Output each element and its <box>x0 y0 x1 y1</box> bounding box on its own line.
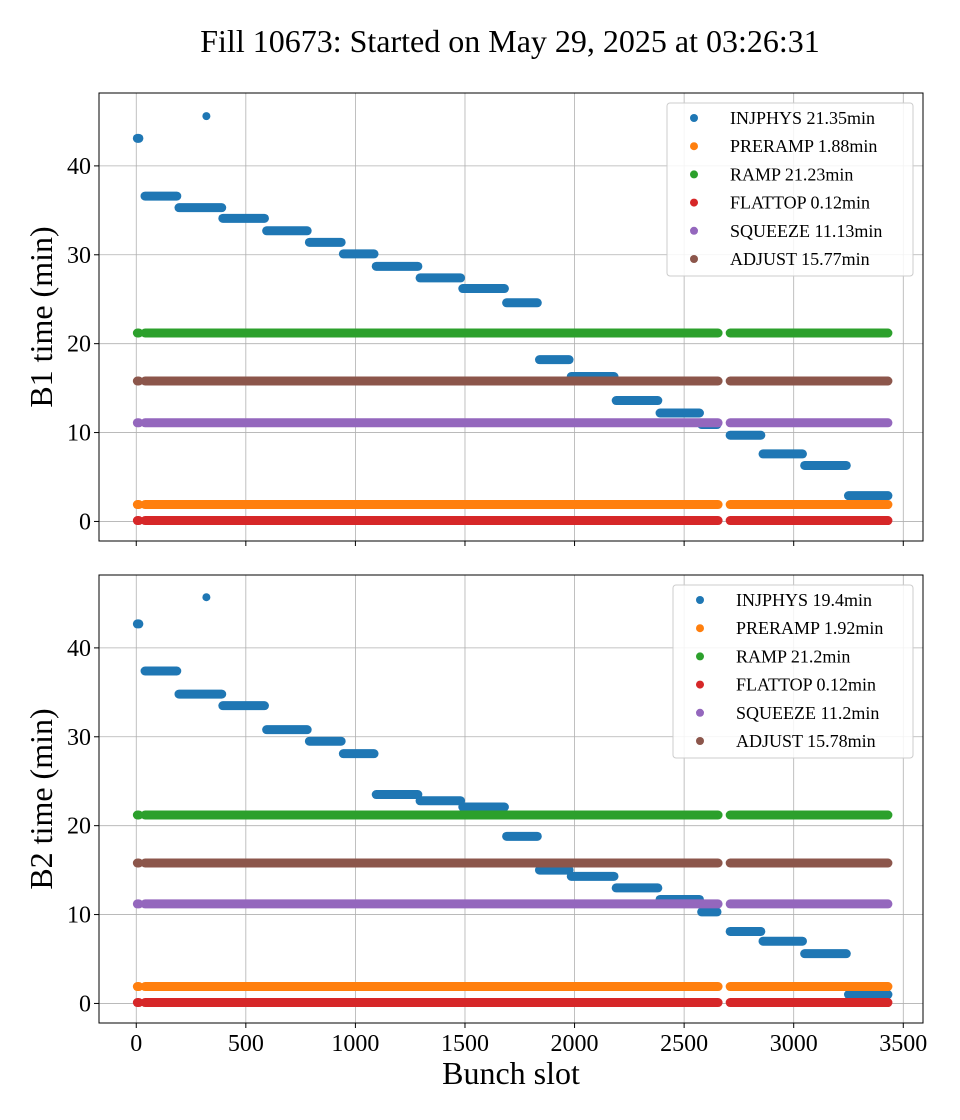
b1-y-tick-label: 0 <box>79 509 91 535</box>
b2-legend-label: INJPHYS 19.4min <box>736 590 872 610</box>
b2-y-tick-label: 40 <box>67 636 91 662</box>
b1-legend-label: PRERAMP 1.88min <box>730 136 877 156</box>
b2-x-tick-label: 0 <box>130 1031 142 1057</box>
b2-time-panel: 0 500 1000 1500 2000 2500 3000 3500 0 10 20 30 40 B2 … <box>23 574 927 1091</box>
b2-x-tick-label: 500 <box>228 1031 264 1057</box>
b2-x-tick-label: 3000 <box>770 1031 818 1057</box>
b1-series-0-point <box>202 112 211 121</box>
figure-title: Fill 10673: Started on May 29, 2025 at 0… <box>200 23 820 59</box>
b1-legend-label: INJPHYS 21.35min <box>730 108 875 128</box>
b1-data <box>132 112 893 526</box>
b2-legend-box <box>672 584 914 759</box>
b2-x-axis-label: Bunch slot <box>442 1055 580 1091</box>
b2-data <box>132 593 893 1008</box>
b2-legend-marker <box>696 624 704 633</box>
b2-x-tick-label: 1000 <box>331 1031 379 1057</box>
b2-legend-label: PRERAMP 1.92min <box>736 618 883 638</box>
b1-y-tick-label: 30 <box>67 243 91 269</box>
b1-legend-marker <box>690 142 698 151</box>
b1-axes-frame <box>98 92 924 542</box>
b1-y-tick-label: 10 <box>67 421 91 447</box>
b2-legend-label: RAMP 21.2min <box>736 646 850 666</box>
b2-y-tick-label: 20 <box>67 814 91 840</box>
b2-legend-label: ADJUST 15.78min <box>736 731 876 751</box>
b1-legend: INJPHYS 21.35min PRERAMP 1.88min RAMP 21.2… <box>666 102 914 277</box>
b2-x-tick-label: 1500 <box>441 1031 489 1057</box>
b1-legend-marker <box>690 255 698 263</box>
b1-y-axis-label: B1 time (min) <box>23 226 59 407</box>
b2-x-tick-label: 2000 <box>551 1031 599 1057</box>
b1-y-tick-label: 20 <box>67 332 91 358</box>
b1-y-tick-label: 40 <box>67 154 91 180</box>
b2-y-tick-label: 10 <box>67 903 91 929</box>
b2-y-tick-label: 30 <box>67 725 91 751</box>
b1-legend-marker <box>690 170 698 179</box>
b1-legend-label: FLATTOP 0.12min <box>730 193 870 213</box>
b2-series-0-point <box>202 593 211 602</box>
b1-legend-label: ADJUST 15.77min <box>730 249 870 269</box>
b2-legend-marker <box>696 680 704 689</box>
b2-y-tick-label: 0 <box>79 991 91 1017</box>
b1-legend-box <box>666 102 914 277</box>
b2-ticks: 0 500 1000 1500 2000 2500 3000 3500 0 10 20 30 40 <box>67 636 927 1057</box>
b2-legend-label: FLATTOP 0.12min <box>736 675 876 695</box>
b2-legend-marker <box>696 737 704 745</box>
b1-legend-marker <box>690 198 698 207</box>
b2-legend-label: SQUEEZE 11.2min <box>736 703 879 723</box>
b1-time-panel: 0 10 20 30 40 B1 time (min) INJPHYS 21.35min PR… <box>23 92 924 546</box>
b2-legend-marker <box>696 652 704 661</box>
b2-y-axis-label: B2 time (min) <box>23 708 59 889</box>
b1-ticks: 0 10 20 30 40 <box>67 154 904 546</box>
b1-legend-label: SQUEEZE 11.13min <box>730 221 882 241</box>
b2-x-tick-label: 3500 <box>879 1031 927 1057</box>
b1-legend-label: RAMP 21.23min <box>730 164 853 184</box>
b2-x-tick-label: 2500 <box>660 1031 708 1057</box>
b2-legend-marker <box>696 708 704 717</box>
b2-axes-frame <box>98 574 924 1024</box>
b2-legend-marker <box>696 596 704 604</box>
b1-legend-marker <box>690 226 698 235</box>
b1-legend-marker <box>690 114 698 122</box>
b2-legend: INJPHYS 19.4min PRERAMP 1.92min RAMP 21.2m… <box>672 584 914 759</box>
